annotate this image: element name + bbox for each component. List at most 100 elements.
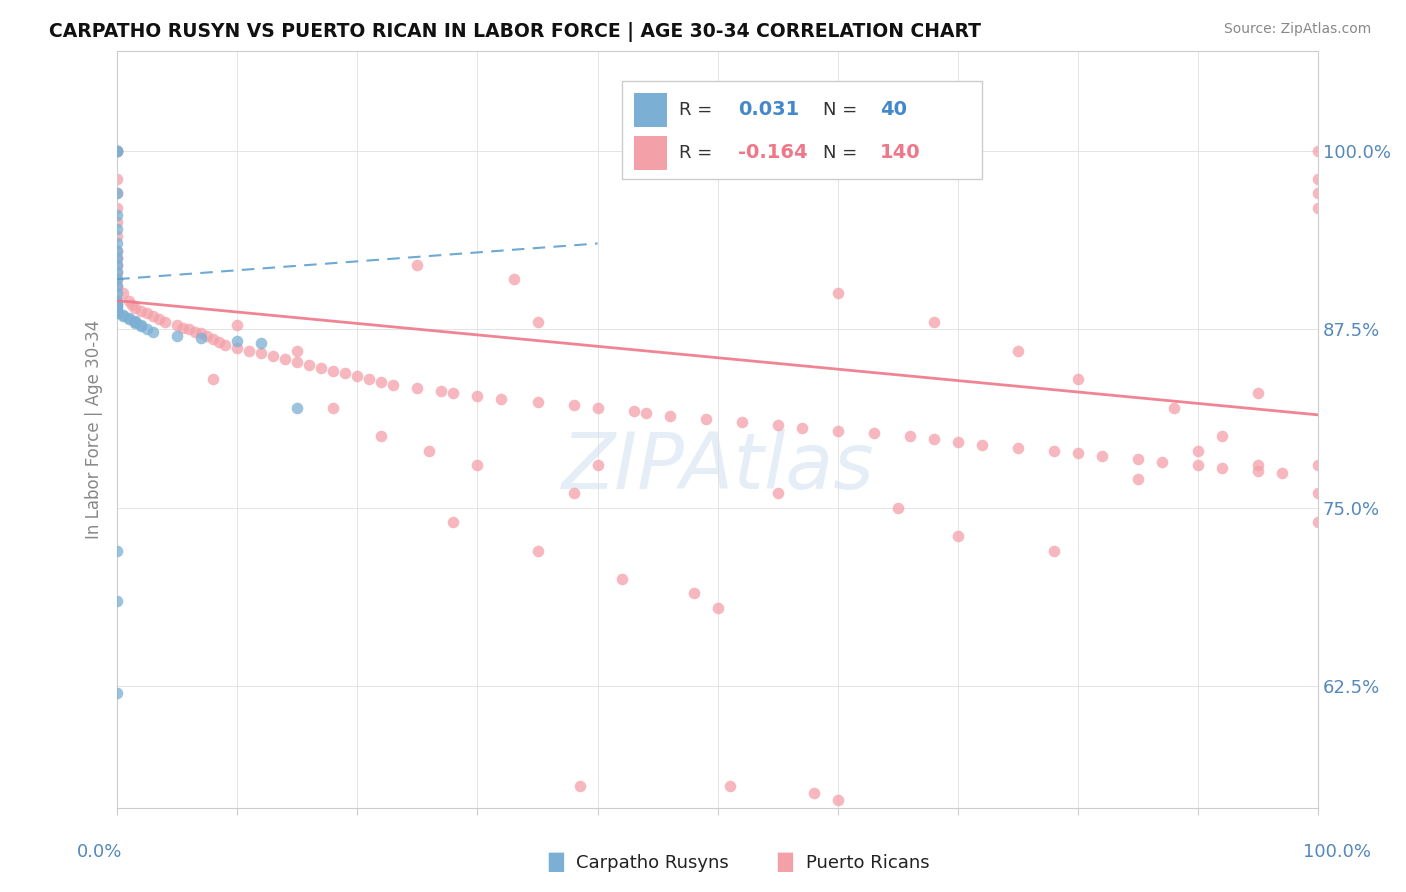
Point xyxy=(105,208,128,222)
Point xyxy=(105,258,128,272)
Point xyxy=(946,529,969,543)
Point xyxy=(568,779,591,793)
Text: N =: N = xyxy=(824,101,863,119)
Point xyxy=(443,386,465,401)
Point xyxy=(1308,201,1330,215)
Point xyxy=(105,279,128,293)
Point xyxy=(658,409,681,424)
Point xyxy=(370,375,392,389)
Point xyxy=(827,286,849,301)
Point xyxy=(526,543,548,558)
Point xyxy=(382,377,405,392)
Point xyxy=(1247,386,1270,401)
Point xyxy=(208,334,231,349)
Point xyxy=(430,384,453,398)
Point xyxy=(105,222,128,236)
Point xyxy=(562,398,585,412)
Point xyxy=(285,355,308,369)
Point xyxy=(887,500,910,515)
Point xyxy=(195,329,218,343)
Point xyxy=(105,272,128,286)
Point xyxy=(190,331,212,345)
Point xyxy=(105,229,128,244)
Point xyxy=(946,435,969,450)
Point xyxy=(827,793,849,807)
Point xyxy=(105,244,128,258)
Point xyxy=(166,329,188,343)
Point xyxy=(142,310,165,324)
Point xyxy=(406,381,429,395)
Point xyxy=(285,343,308,358)
Point xyxy=(105,144,128,158)
Point xyxy=(1271,467,1294,481)
Point xyxy=(105,293,128,308)
Point xyxy=(1126,452,1149,467)
Point xyxy=(1043,443,1066,458)
Point xyxy=(467,458,489,472)
Text: █: █ xyxy=(548,853,562,872)
Point xyxy=(766,486,789,500)
Point xyxy=(274,352,297,367)
Text: 0.031: 0.031 xyxy=(738,100,800,120)
Point xyxy=(105,186,128,201)
Point xyxy=(586,401,609,415)
Point xyxy=(298,358,321,372)
Point xyxy=(172,320,194,334)
Bar xyxy=(634,93,668,127)
Point xyxy=(1043,543,1066,558)
Point xyxy=(443,515,465,529)
Point xyxy=(202,332,225,346)
Point xyxy=(1308,486,1330,500)
Point xyxy=(1150,455,1173,469)
Point xyxy=(129,319,152,334)
Point xyxy=(502,272,524,286)
Point xyxy=(827,424,849,438)
Point xyxy=(322,401,344,415)
Text: 40: 40 xyxy=(880,100,907,120)
Point xyxy=(311,360,333,375)
Point xyxy=(136,322,159,336)
FancyBboxPatch shape xyxy=(621,81,981,179)
Point xyxy=(190,326,212,341)
Point xyxy=(124,317,146,331)
Text: N =: N = xyxy=(824,144,863,161)
Text: R =: R = xyxy=(679,144,718,161)
Point xyxy=(118,293,141,308)
Point xyxy=(105,286,128,301)
Point xyxy=(105,305,128,319)
Point xyxy=(418,443,440,458)
Point xyxy=(214,338,236,352)
Point xyxy=(898,429,921,443)
Point xyxy=(105,144,128,158)
Point xyxy=(1308,186,1330,201)
Text: Carpatho Rusyns: Carpatho Rusyns xyxy=(576,854,730,871)
Point xyxy=(1163,401,1185,415)
Point xyxy=(562,486,585,500)
Text: Source: ZipAtlas.com: Source: ZipAtlas.com xyxy=(1223,22,1371,37)
Point xyxy=(105,279,128,293)
Y-axis label: In Labor Force | Age 30-34: In Labor Force | Age 30-34 xyxy=(86,319,103,539)
Point xyxy=(184,325,207,339)
Point xyxy=(226,318,249,332)
Text: -0.164: -0.164 xyxy=(738,144,807,162)
Point xyxy=(359,372,381,386)
Point xyxy=(148,312,170,326)
Point xyxy=(250,346,273,360)
Text: 140: 140 xyxy=(880,144,921,162)
Point xyxy=(610,572,633,586)
Point xyxy=(731,415,754,429)
Point xyxy=(179,322,201,336)
Point xyxy=(105,265,128,279)
Point xyxy=(1308,458,1330,472)
Point xyxy=(1211,460,1233,475)
Point xyxy=(105,302,128,317)
Point xyxy=(105,543,128,558)
Point xyxy=(706,600,728,615)
Point xyxy=(970,438,993,452)
Point xyxy=(105,144,128,158)
Point xyxy=(467,389,489,403)
Point xyxy=(623,403,645,417)
Point xyxy=(526,315,548,329)
Point xyxy=(105,296,128,310)
Point xyxy=(682,586,704,600)
